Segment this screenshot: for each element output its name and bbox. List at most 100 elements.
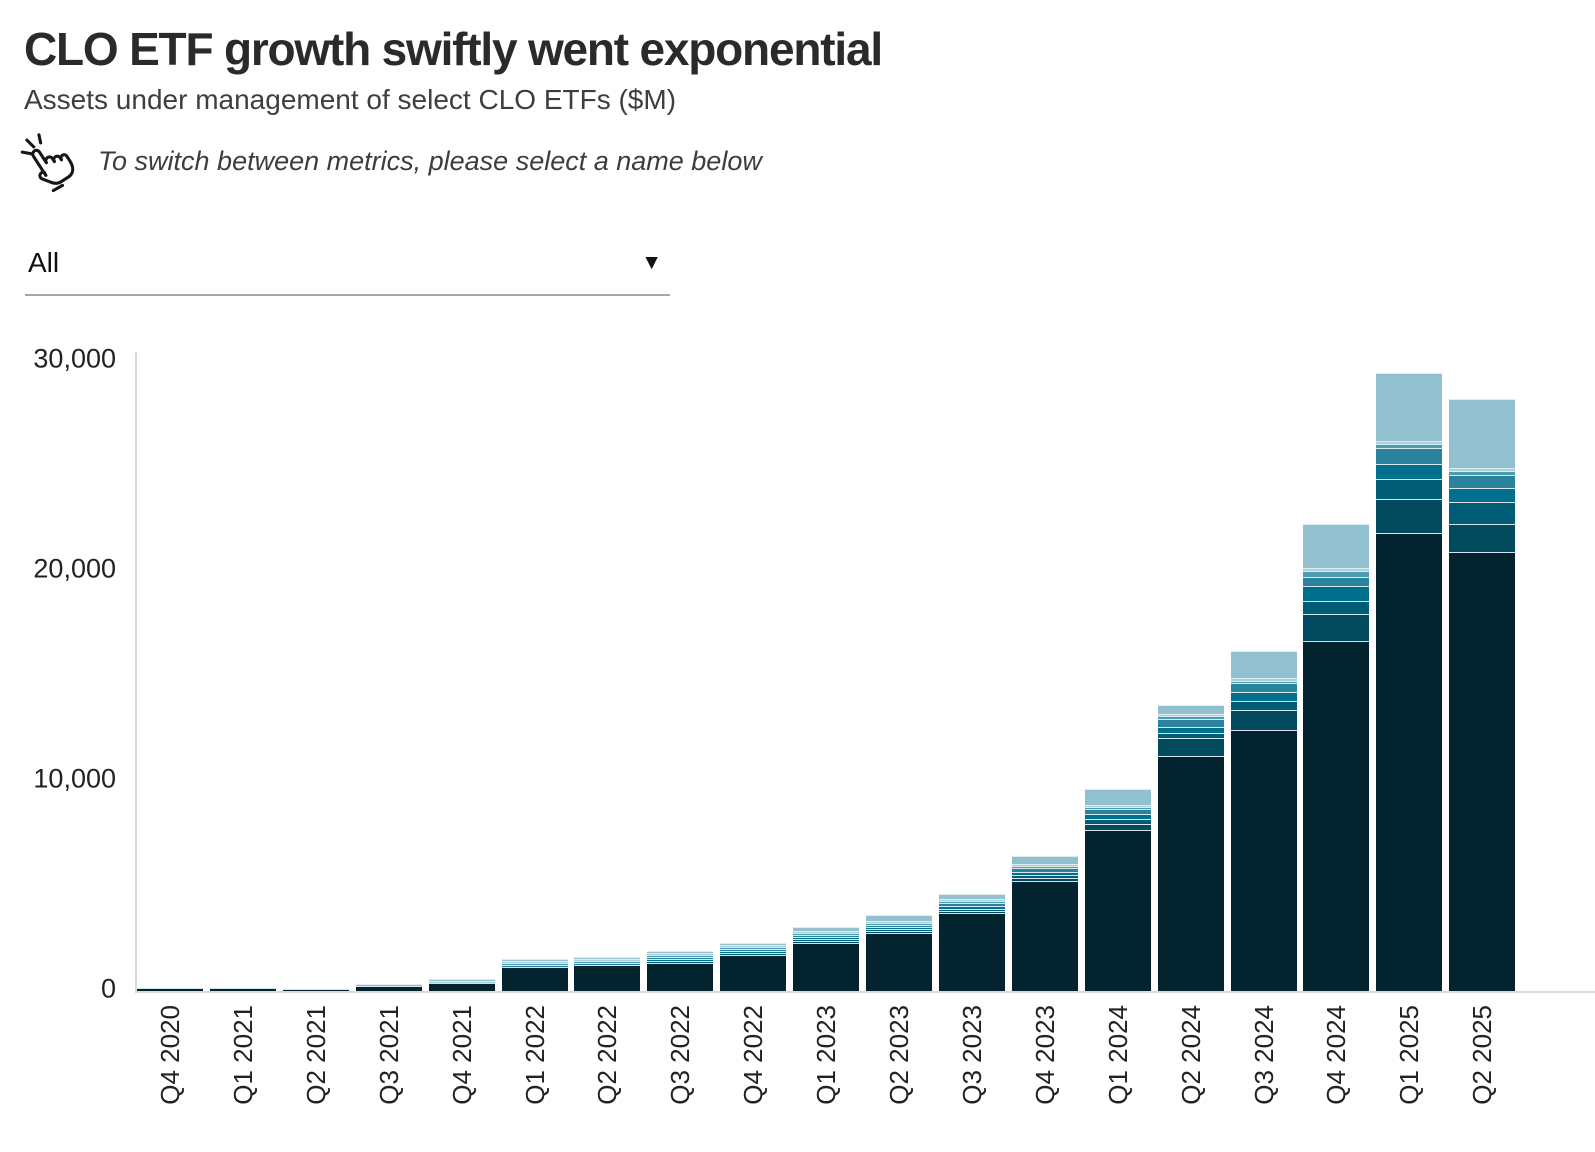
- bar-segment-segment-teal-500[interactable]: [1085, 814, 1151, 820]
- bar-segment-segment-pale-blue[interactable]: [1231, 677, 1297, 681]
- bar-segment-segment-teal-300[interactable]: [574, 960, 640, 963]
- bar-segment-segment-darkest-navy[interactable]: [356, 985, 422, 991]
- bar-segment-segment-light-blue[interactable]: [502, 958, 568, 961]
- bar-segment-segment-teal-400[interactable]: [502, 964, 568, 967]
- bar-Q2-2022[interactable]: [574, 956, 640, 991]
- metric-select-dropdown[interactable]: All ▼: [25, 232, 670, 296]
- bar-Q1-2024[interactable]: [1085, 788, 1151, 991]
- bar-segment-segment-darkest-navy[interactable]: [1376, 533, 1442, 991]
- bar-segment-segment-darkest-navy[interactable]: [939, 913, 1005, 991]
- bar-Q1-2023[interactable]: [793, 927, 859, 991]
- bar-segment-segment-darkest-navy[interactable]: [1158, 755, 1224, 991]
- bar-segment-segment-dark-teal[interactable]: [1085, 824, 1151, 830]
- bar-Q2-2021[interactable]: [283, 988, 349, 991]
- bar-Q4-2020[interactable]: [137, 988, 203, 991]
- bar-segment-segment-pale-blue[interactable]: [1376, 441, 1442, 445]
- bar-segment-segment-teal-300[interactable]: [1303, 570, 1369, 577]
- bar-segment-segment-teal-300[interactable]: [866, 923, 932, 926]
- bar-segment-segment-darkest-navy[interactable]: [793, 942, 859, 991]
- bar-segment-segment-light-blue[interactable]: [1449, 398, 1515, 469]
- bar-segment-segment-teal-600[interactable]: [1231, 701, 1297, 711]
- bar-segment-segment-teal-500[interactable]: [1303, 585, 1369, 601]
- bar-segment-segment-pale-blue[interactable]: [1085, 804, 1151, 807]
- bar-segment-segment-light-blue[interactable]: [1012, 856, 1078, 865]
- bar-segment-segment-darkest-navy[interactable]: [1303, 640, 1369, 991]
- bar-segment-segment-pale-blue[interactable]: [866, 921, 932, 924]
- bar-Q4-2022[interactable]: [720, 943, 786, 991]
- bar-segment-segment-teal-500[interactable]: [939, 905, 1005, 909]
- bar-segment-segment-teal-400[interactable]: [574, 962, 640, 965]
- bar-segment-segment-teal-300[interactable]: [502, 962, 568, 965]
- bar-segment-segment-teal-600[interactable]: [1376, 479, 1442, 500]
- bar-segment-segment-teal-300[interactable]: [647, 954, 713, 957]
- bar-Q4-2021[interactable]: [429, 979, 495, 991]
- bar-segment-segment-teal-500[interactable]: [793, 936, 859, 939]
- bar-segment-segment-teal-400[interactable]: [1303, 576, 1369, 586]
- bar-segment-segment-teal-300[interactable]: [1376, 444, 1442, 449]
- bar-segment-segment-teal-400[interactable]: [1376, 448, 1442, 465]
- bar-segment-segment-light-blue[interactable]: [1158, 705, 1224, 715]
- bar-segment-segment-dark-teal[interactable]: [793, 940, 859, 943]
- bar-segment-segment-teal-400[interactable]: [793, 934, 859, 937]
- bar-Q1-2025[interactable]: [1376, 373, 1442, 991]
- bar-segment-segment-teal-600[interactable]: [1303, 600, 1369, 614]
- bar-Q1-2022[interactable]: [502, 958, 568, 991]
- bar-segment-segment-teal-400[interactable]: [1012, 868, 1078, 872]
- bar-segment-segment-light-blue[interactable]: [720, 943, 786, 946]
- bar-segment-segment-darkest-navy[interactable]: [866, 933, 932, 991]
- bar-segment-segment-teal-500[interactable]: [1231, 692, 1297, 702]
- bar-Q2-2024[interactable]: [1158, 705, 1224, 991]
- bar-segment-segment-pale-blue[interactable]: [939, 899, 1005, 902]
- bar-segment-segment-teal-500[interactable]: [647, 958, 713, 961]
- bar-segment-segment-teal-300[interactable]: [1231, 680, 1297, 683]
- bar-segment-segment-dark-teal[interactable]: [1231, 710, 1297, 730]
- bar-segment-segment-dark-teal[interactable]: [1303, 613, 1369, 641]
- bar-segment-segment-light-blue[interactable]: [939, 893, 1005, 900]
- bar-segment-segment-darkest-navy[interactable]: [720, 955, 786, 991]
- bar-segment-segment-teal-400[interactable]: [720, 949, 786, 952]
- bar-segment-segment-teal-600[interactable]: [939, 908, 1005, 912]
- bar-segment-segment-teal-500[interactable]: [1158, 726, 1224, 733]
- bar-segment-segment-teal-600[interactable]: [866, 929, 932, 932]
- bar-segment-segment-dark-teal[interactable]: [1376, 499, 1442, 534]
- bar-segment-segment-teal-400[interactable]: [1158, 718, 1224, 727]
- bar-segment-segment-light-blue[interactable]: [574, 956, 640, 959]
- bar-segment-segment-darkest-navy[interactable]: [502, 966, 568, 991]
- bar-Q4-2023[interactable]: [1012, 856, 1078, 991]
- bar-segment-segment-teal-300[interactable]: [1012, 866, 1078, 869]
- bar-segment-segment-darkest-navy[interactable]: [1085, 829, 1151, 991]
- bar-segment-segment-light-blue[interactable]: [1376, 373, 1442, 442]
- bar-Q3-2021[interactable]: [356, 983, 422, 991]
- bar-Q4-2024[interactable]: [1303, 523, 1369, 991]
- bar-segment-segment-teal-600[interactable]: [1085, 819, 1151, 825]
- bar-segment-segment-teal-500[interactable]: [720, 951, 786, 954]
- bar-segment-segment-pale-blue[interactable]: [1449, 468, 1515, 472]
- bar-segment-segment-teal-400[interactable]: [1231, 682, 1297, 692]
- bar-segment-segment-teal-400[interactable]: [647, 956, 713, 959]
- bar-segment-segment-pale-blue[interactable]: [502, 960, 568, 963]
- bar-segment-segment-teal-600[interactable]: [1012, 874, 1078, 878]
- bar-segment-segment-teal-400[interactable]: [1449, 475, 1515, 489]
- bar-segment-segment-teal-300[interactable]: [793, 932, 859, 935]
- bar-segment-segment-teal-500[interactable]: [866, 927, 932, 930]
- bar-segment-segment-dark-teal[interactable]: [1449, 524, 1515, 553]
- bar-segment-segment-pale-blue[interactable]: [429, 981, 495, 984]
- bar-segment-segment-darkest-navy[interactable]: [1231, 729, 1297, 991]
- bar-segment-segment-teal-600[interactable]: [1449, 502, 1515, 525]
- bar-segment-segment-teal-300[interactable]: [1449, 471, 1515, 476]
- bar-segment-segment-darkest-navy[interactable]: [283, 988, 349, 991]
- bar-Q2-2023[interactable]: [866, 915, 932, 991]
- bar-segment-segment-light-blue[interactable]: [356, 983, 422, 986]
- bar-segment-segment-darkest-navy[interactable]: [137, 988, 203, 991]
- bar-Q3-2024[interactable]: [1231, 651, 1297, 991]
- bar-segment-segment-teal-600[interactable]: [1158, 732, 1224, 738]
- bar-segment-segment-teal-600[interactable]: [720, 953, 786, 956]
- bar-segment-segment-teal-400[interactable]: [866, 925, 932, 928]
- bar-segment-segment-pale-blue[interactable]: [720, 945, 786, 948]
- bar-segment-segment-darkest-navy[interactable]: [574, 964, 640, 991]
- bar-Q1-2021[interactable]: [210, 988, 276, 991]
- bar-segment-segment-teal-500[interactable]: [1012, 871, 1078, 875]
- bar-segment-segment-light-blue[interactable]: [647, 950, 713, 953]
- bar-segment-segment-teal-300[interactable]: [720, 947, 786, 950]
- bar-segment-segment-light-blue[interactable]: [793, 927, 859, 931]
